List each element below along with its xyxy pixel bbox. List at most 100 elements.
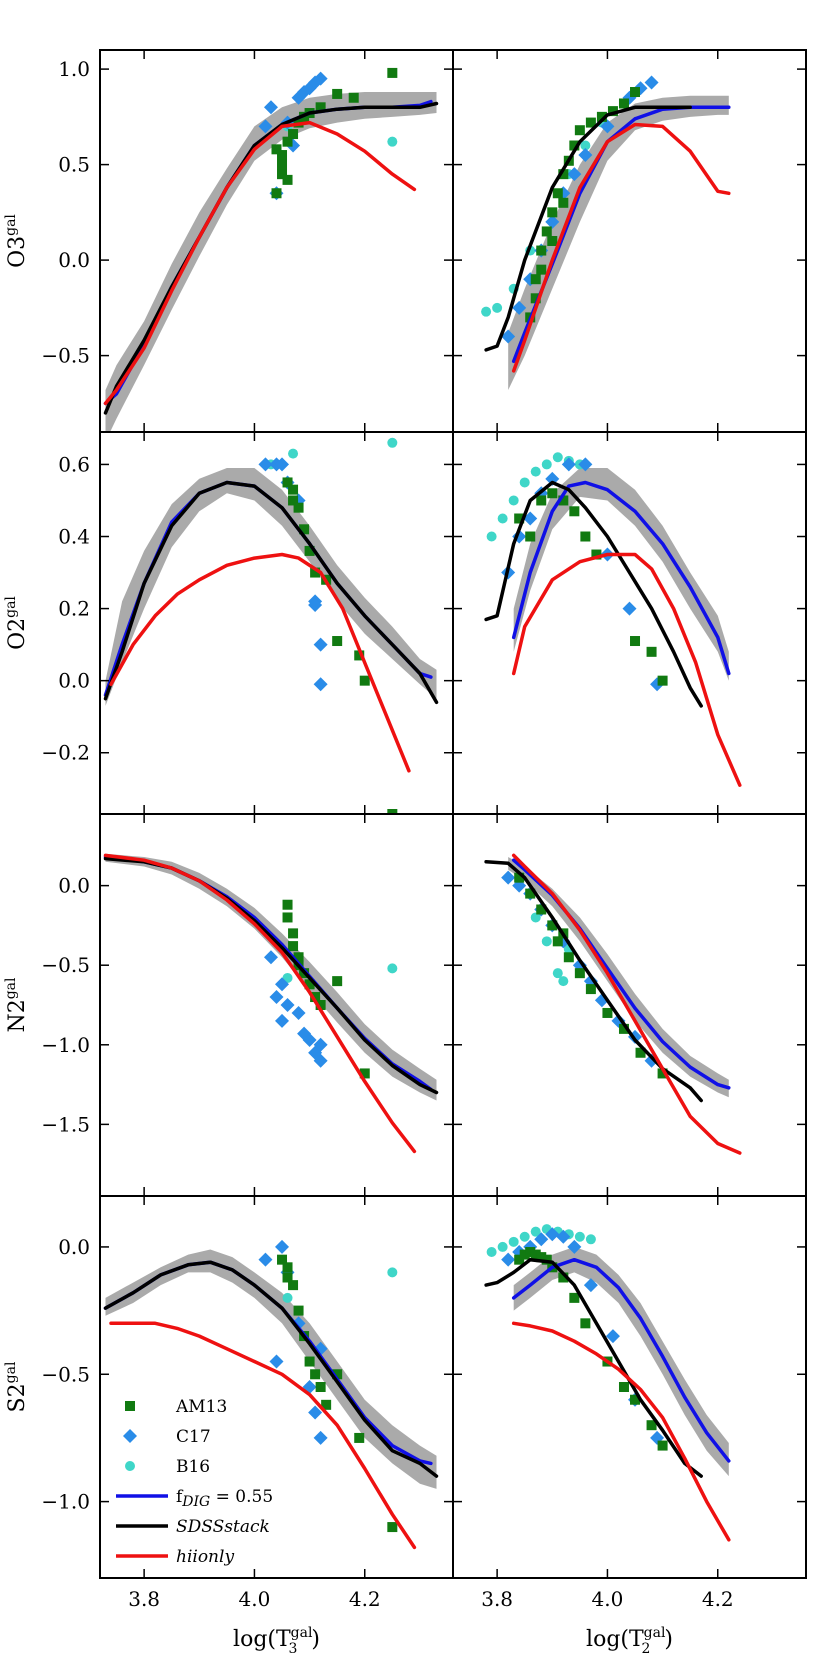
- point-am13: [618, 98, 629, 109]
- line-hiionly: [103, 853, 417, 1154]
- panel-s2-left: −1.0 −0.5 0.0: [41, 1195, 454, 1579]
- uncertainty-band: [513, 468, 729, 681]
- point-c17: [545, 1227, 560, 1242]
- line-sdssstack: [103, 480, 439, 705]
- point-am13: [536, 1252, 547, 1263]
- point-am13: [354, 650, 365, 661]
- panel-o2-left: −0.2 0.0 0.2 0.4 0.6: [41, 431, 454, 815]
- x-tick-label: 3.8: [128, 1587, 160, 1611]
- point-am13: [536, 904, 547, 915]
- y-axis-labels: O3gal O2gal N2gal S2gal: [3, 214, 30, 1413]
- point-c17: [258, 1252, 273, 1267]
- y-tick-label: 0.5: [58, 153, 90, 177]
- y-axis-label: N2gal: [3, 977, 30, 1033]
- point-am13: [299, 524, 310, 535]
- point-c17: [567, 167, 582, 182]
- point-am13: [293, 952, 304, 963]
- line-hiionly: [109, 1321, 417, 1550]
- point-am13: [282, 1272, 293, 1283]
- point-am13: [541, 1254, 552, 1265]
- point-am13: [271, 188, 282, 199]
- y-tick-label: −1.0: [41, 1490, 90, 1514]
- point-am13: [657, 1068, 668, 1079]
- point-am13: [288, 129, 299, 140]
- point-c17: [308, 597, 323, 612]
- point-am13: [288, 495, 299, 506]
- y-tick-label: −0.5: [41, 953, 90, 977]
- line-sdssstack: [484, 1257, 703, 1478]
- point-c17: [263, 100, 278, 115]
- point-am13: [282, 174, 293, 185]
- point-c17: [275, 977, 290, 992]
- point-b16: [497, 1241, 508, 1252]
- point-c17: [523, 511, 538, 526]
- line-f-dig-0-55: [103, 480, 433, 697]
- point-c17: [583, 1278, 598, 1293]
- point-c17: [578, 148, 593, 163]
- point-am13: [547, 207, 558, 218]
- point-am13: [646, 646, 657, 657]
- y-axis-label: O3gal: [3, 214, 30, 268]
- y-tick-label: 0.0: [58, 874, 90, 898]
- point-am13: [536, 245, 547, 256]
- legend-label: AM13: [175, 1397, 227, 1417]
- legend-entry: AM13: [125, 1397, 227, 1417]
- line-hiionly: [511, 853, 742, 1155]
- point-am13: [536, 264, 547, 275]
- panel-o2-right: [452, 431, 807, 815]
- point-c17: [269, 990, 284, 1005]
- point-c17: [313, 637, 328, 652]
- point-c17: [313, 1037, 328, 1052]
- point-c17: [567, 1239, 582, 1254]
- panel-o3-right: [452, 49, 807, 433]
- point-am13: [580, 1318, 591, 1329]
- y-tick-label: −0.5: [41, 1362, 90, 1386]
- point-b16: [530, 466, 541, 477]
- point-b16: [282, 1292, 293, 1303]
- x-axis-labels: 3.8 4.0 4.2 log(Tgal 3) 3.8 4.0 4.2 log(Tgal 2): [128, 1587, 733, 1657]
- point-c17: [605, 1329, 620, 1344]
- point-c17: [313, 71, 328, 86]
- point-c17: [302, 1033, 317, 1048]
- point-am13: [574, 125, 585, 136]
- line-hiionly: [511, 552, 742, 787]
- point-c17: [501, 870, 516, 885]
- point-b16: [558, 976, 569, 987]
- y-tick-label: −0.5: [41, 344, 90, 368]
- point-am13: [514, 1254, 525, 1265]
- point-am13: [277, 150, 288, 161]
- point-am13: [596, 111, 607, 122]
- line-sdssstack: [484, 480, 703, 708]
- line-hiionly: [103, 120, 417, 406]
- point-am13: [304, 1356, 315, 1367]
- point-c17: [556, 1229, 571, 1244]
- y-tick-label: 0.0: [58, 248, 90, 272]
- point-am13: [547, 920, 558, 931]
- y-tick-label: 0.2: [58, 597, 90, 621]
- point-am13: [359, 675, 370, 686]
- point-am13: [569, 140, 580, 151]
- point-am13: [282, 136, 293, 147]
- point-c17: [258, 457, 273, 472]
- point-b16: [508, 495, 519, 506]
- point-am13: [315, 1382, 326, 1392]
- x-axis-label: log(Tgal 2): [586, 1625, 673, 1657]
- legend-label: B16: [176, 1457, 210, 1477]
- point-am13: [602, 1007, 613, 1018]
- point-b16: [492, 302, 503, 313]
- y-tick-label: 1.0: [58, 57, 90, 81]
- point-b16: [486, 1247, 497, 1258]
- point-am13: [310, 567, 321, 578]
- point-am13: [304, 979, 315, 990]
- point-am13: [547, 488, 558, 499]
- line-f-dig-0-55: [511, 480, 731, 676]
- point-am13: [563, 952, 574, 963]
- point-c17: [291, 1005, 306, 1020]
- point-am13: [580, 531, 591, 542]
- point-am13: [657, 1440, 668, 1451]
- point-am13: [657, 675, 668, 686]
- x-tick-label: 3.8: [481, 1587, 513, 1611]
- x-tick-label: 4.0: [592, 1587, 624, 1611]
- point-am13: [585, 984, 596, 995]
